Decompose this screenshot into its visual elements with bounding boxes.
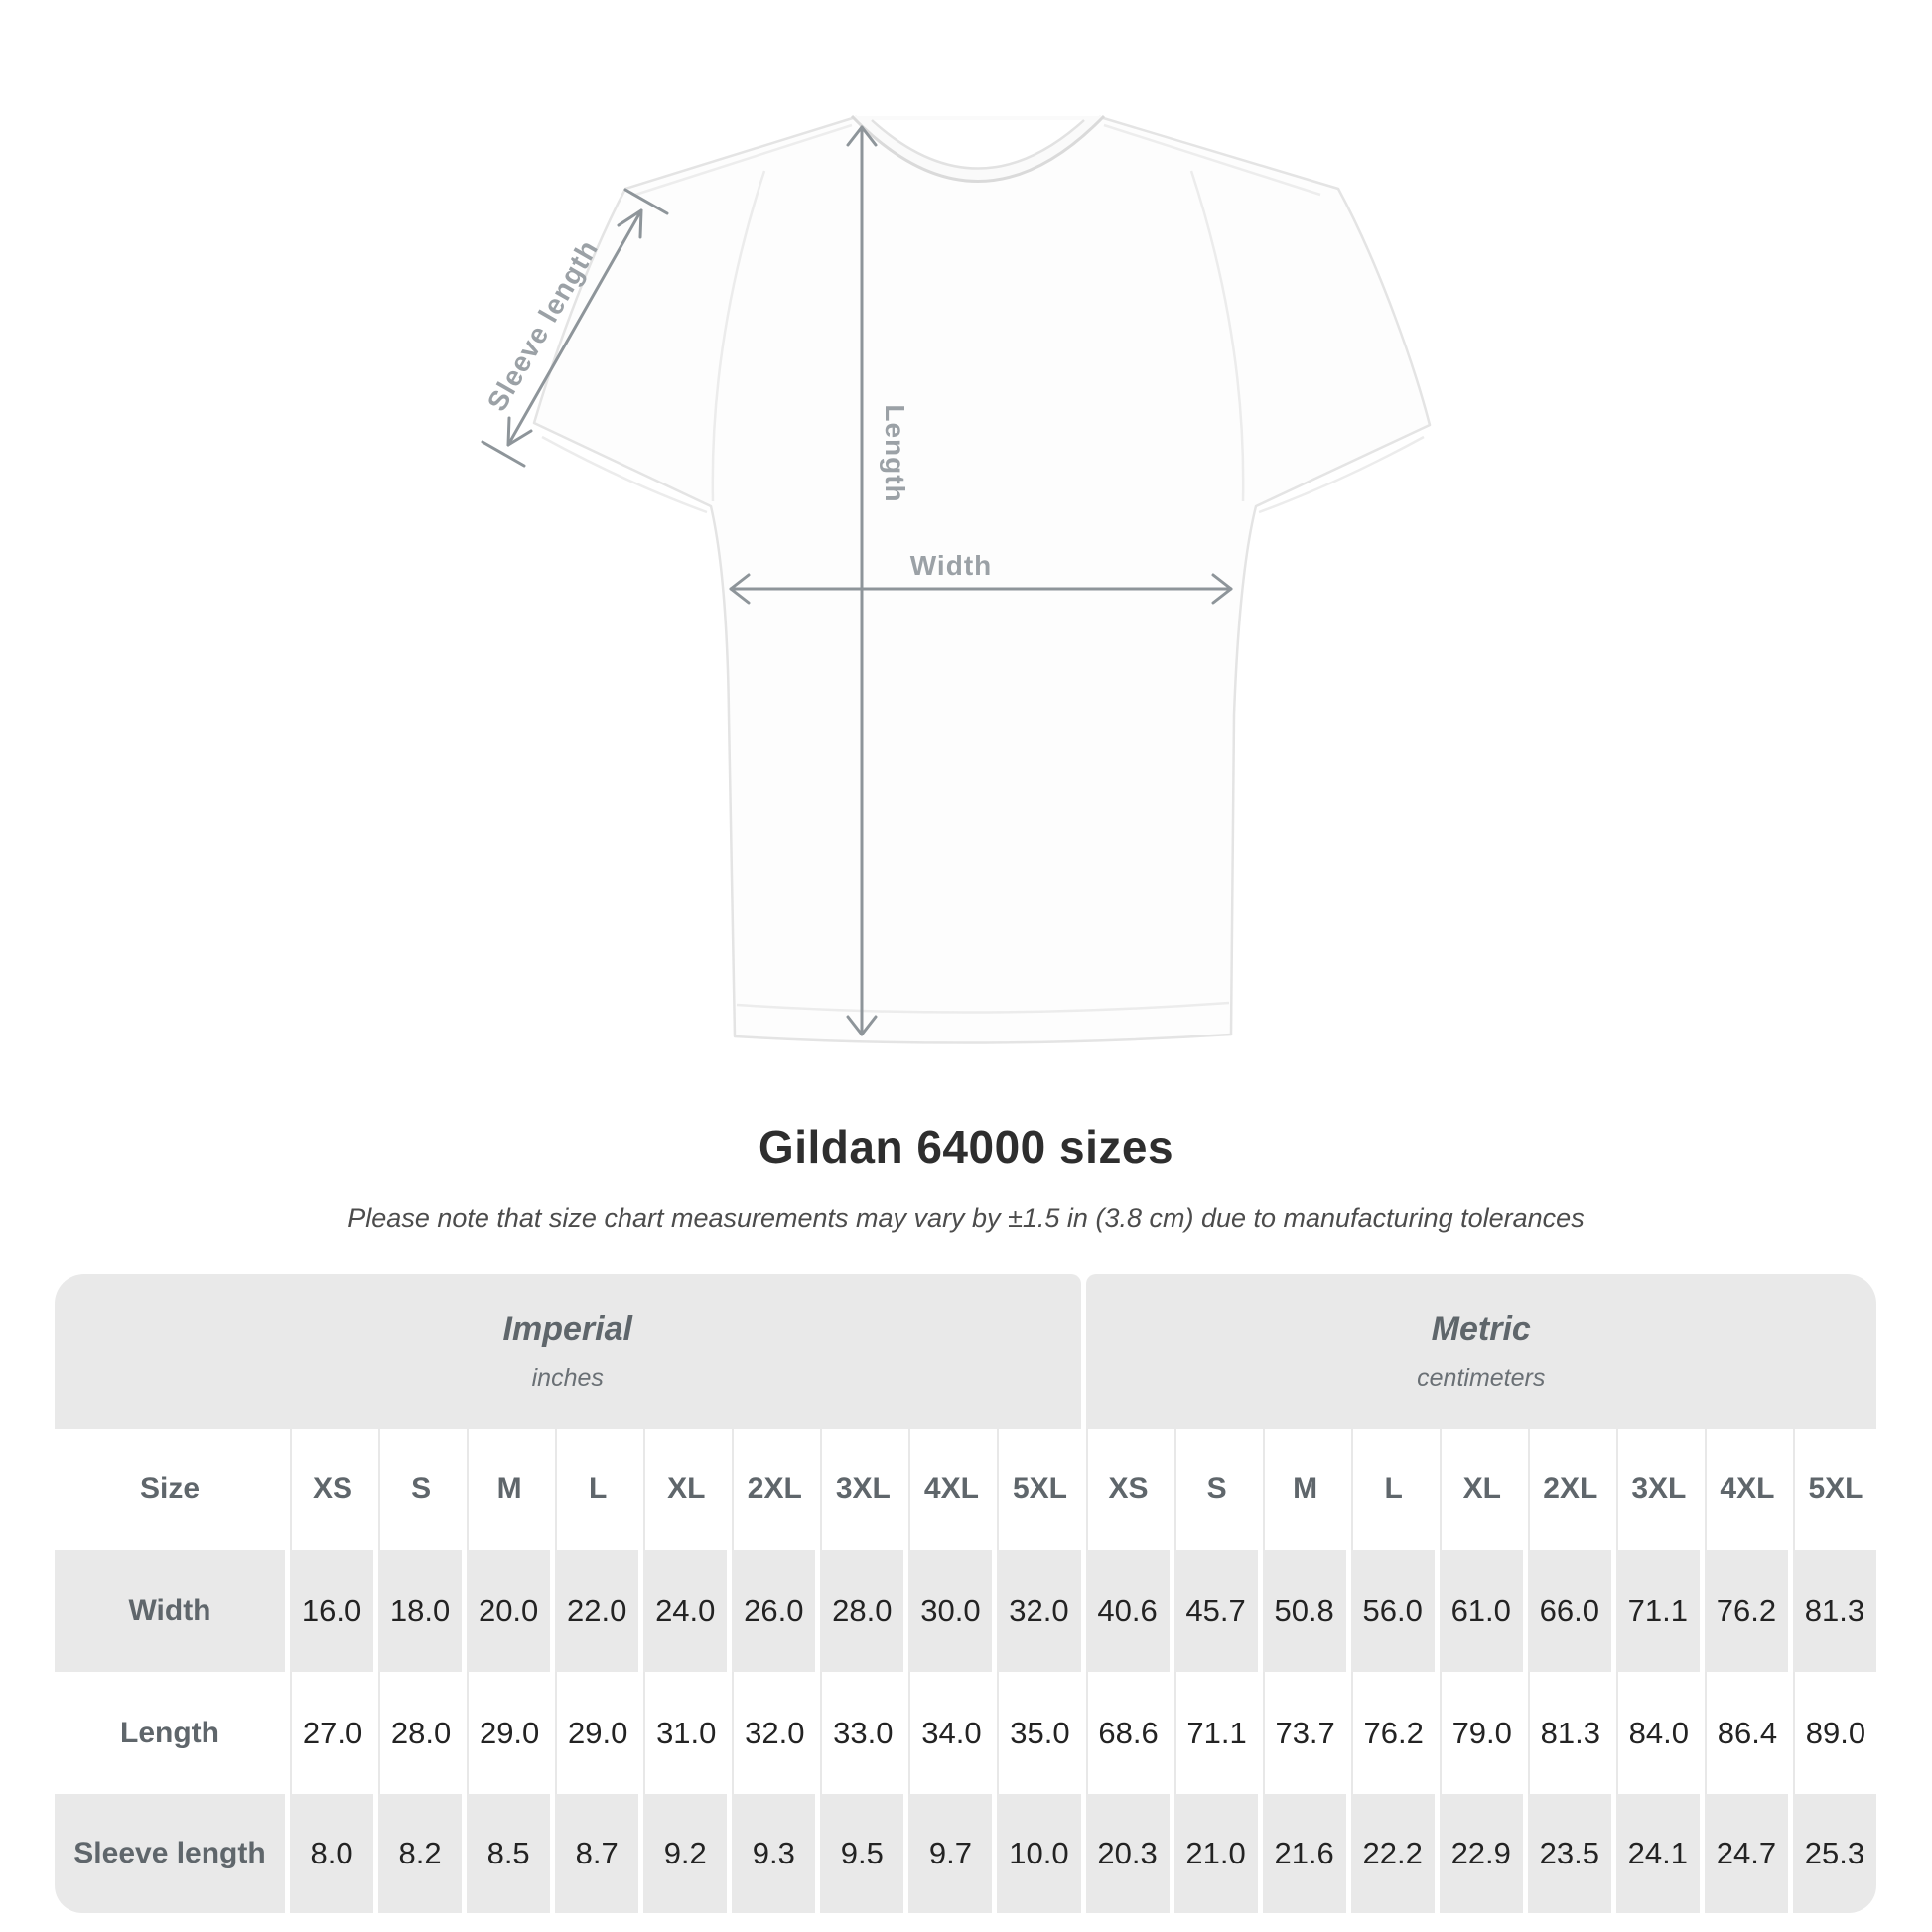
size-header-metric-xl: XL	[1439, 1429, 1523, 1550]
imperial-unit: inches	[531, 1363, 604, 1392]
metric-section-header: Metric centimeters	[1085, 1274, 1876, 1429]
width-metric-value: 56.0	[1350, 1550, 1435, 1672]
size-header-metric-xs: XS	[1085, 1429, 1170, 1550]
row-label-length: Length	[120, 1716, 219, 1749]
sleeve-metric-value: 24.1	[1615, 1794, 1700, 1913]
width-imperial-value: 24.0	[643, 1550, 728, 1672]
width-metric-value: 50.8	[1262, 1550, 1346, 1672]
size-header-imperial-5xl: 5XL	[997, 1429, 1080, 1550]
size-header-imperial-4xl: 4XL	[908, 1429, 992, 1550]
sleeve-imperial-value: 8.0	[290, 1794, 374, 1913]
size-header-metric-5xl: 5XL	[1792, 1429, 1876, 1550]
width-imperial-value: 22.0	[555, 1550, 639, 1672]
sleeve-metric-value: 22.2	[1350, 1794, 1435, 1913]
width-imperial-value: 26.0	[732, 1550, 816, 1672]
size-column-header: Size	[139, 1472, 201, 1505]
length-imperial-value: 28.0	[378, 1672, 462, 1794]
width-imperial-value: 28.0	[820, 1550, 904, 1672]
imperial-section-header: Imperial inches	[55, 1274, 1081, 1429]
page-title: Gildan 64000 sizes	[758, 1121, 1174, 1173]
size-header-imperial-s: S	[378, 1429, 462, 1550]
length-imperial-value: 33.0	[820, 1672, 903, 1794]
length-imperial-value: 32.0	[732, 1672, 815, 1794]
width-metric-value: 81.3	[1792, 1550, 1876, 1672]
size-header-imperial-xl: XL	[643, 1429, 727, 1550]
sleeve-imperial-value: 8.7	[555, 1794, 639, 1913]
length-metric-value: 73.7	[1262, 1672, 1346, 1794]
sleeve-length-arrow	[481, 188, 669, 468]
size-table: Imperial inches Metric centimeters Size …	[55, 1274, 1876, 1913]
row-label-width: Width	[55, 1550, 285, 1672]
width-metric-value: 61.0	[1439, 1550, 1523, 1672]
width-metric-value: 45.7	[1173, 1550, 1258, 1672]
sleeve-metric-value: 20.3	[1085, 1794, 1170, 1913]
metric-unit: centimeters	[1417, 1363, 1546, 1392]
imperial-title: Imperial	[502, 1310, 632, 1348]
length-metric-value: 68.6	[1085, 1672, 1170, 1794]
tolerance-note: Please note that size chart measurements…	[347, 1203, 1585, 1233]
size-header-imperial-xs: XS	[290, 1429, 373, 1550]
sleeve-metric-value: 24.7	[1704, 1794, 1788, 1913]
sleeve-metric-value: 21.6	[1262, 1794, 1346, 1913]
sleeve-metric-value: 23.5	[1527, 1794, 1611, 1913]
width-metric-value: 40.6	[1085, 1550, 1170, 1672]
sleeve-imperial-value: 9.5	[820, 1794, 904, 1913]
tshirt-image	[481, 114, 1432, 1044]
length-metric-value: 81.3	[1527, 1672, 1611, 1794]
length-imperial-value: 29.0	[467, 1672, 550, 1794]
size-header-metric-m: M	[1262, 1429, 1346, 1550]
size-header-metric-s: S	[1173, 1429, 1258, 1550]
length-metric-value: 79.0	[1439, 1672, 1523, 1794]
metric-title: Metric	[1431, 1310, 1531, 1348]
length-metric-value: 89.0	[1792, 1672, 1876, 1794]
sleeve-imperial-value: 8.2	[378, 1794, 463, 1913]
width-imperial-value: 20.0	[467, 1550, 551, 1672]
length-metric-value: 71.1	[1173, 1672, 1258, 1794]
sleeve-imperial-value: 9.2	[643, 1794, 728, 1913]
width-label: Width	[909, 550, 993, 581]
size-header-imperial-3xl: 3XL	[820, 1429, 903, 1550]
width-imperial-value: 18.0	[378, 1550, 463, 1672]
width-metric-value: 71.1	[1615, 1550, 1700, 1672]
length-label: Length	[880, 404, 910, 503]
sleeve-imperial-value: 8.5	[467, 1794, 551, 1913]
size-header-metric-3xl: 3XL	[1615, 1429, 1700, 1550]
size-header-metric-l: L	[1350, 1429, 1435, 1550]
length-imperial-value: 31.0	[643, 1672, 727, 1794]
width-imperial-value: 30.0	[908, 1550, 993, 1672]
sleeve-metric-value: 21.0	[1173, 1794, 1258, 1913]
length-metric-value: 86.4	[1704, 1672, 1788, 1794]
sleeve-imperial-value: 9.3	[732, 1794, 816, 1913]
size-header-imperial-2xl: 2XL	[732, 1429, 815, 1550]
measurement-arrows	[481, 125, 1233, 1036]
size-header-metric-2xl: 2XL	[1527, 1429, 1611, 1550]
length-imperial-value: 29.0	[555, 1672, 638, 1794]
row-label-sleeve-length: Sleeve length	[55, 1794, 285, 1913]
width-arrow	[729, 573, 1233, 605]
length-metric-value: 84.0	[1615, 1672, 1700, 1794]
size-header-imperial-m: M	[467, 1429, 550, 1550]
sleeve-metric-value: 25.3	[1792, 1794, 1876, 1913]
width-metric-value: 66.0	[1527, 1550, 1611, 1672]
sleeve-imperial-value: 9.7	[908, 1794, 993, 1913]
sleeve-imperial-value: 10.0	[997, 1794, 1081, 1913]
length-imperial-value: 35.0	[997, 1672, 1080, 1794]
length-imperial-value: 27.0	[290, 1672, 373, 1794]
size-header-imperial-l: L	[555, 1429, 638, 1550]
width-imperial-value: 32.0	[997, 1550, 1081, 1672]
tshirt-shape	[532, 114, 1432, 1044]
width-imperial-value: 16.0	[290, 1550, 374, 1672]
sleeve-metric-value: 22.9	[1439, 1794, 1523, 1913]
length-imperial-value: 34.0	[908, 1672, 992, 1794]
width-metric-value: 76.2	[1704, 1550, 1788, 1672]
length-arrow	[846, 125, 878, 1036]
length-metric-value: 76.2	[1350, 1672, 1435, 1794]
size-header-metric-4xl: 4XL	[1704, 1429, 1788, 1550]
